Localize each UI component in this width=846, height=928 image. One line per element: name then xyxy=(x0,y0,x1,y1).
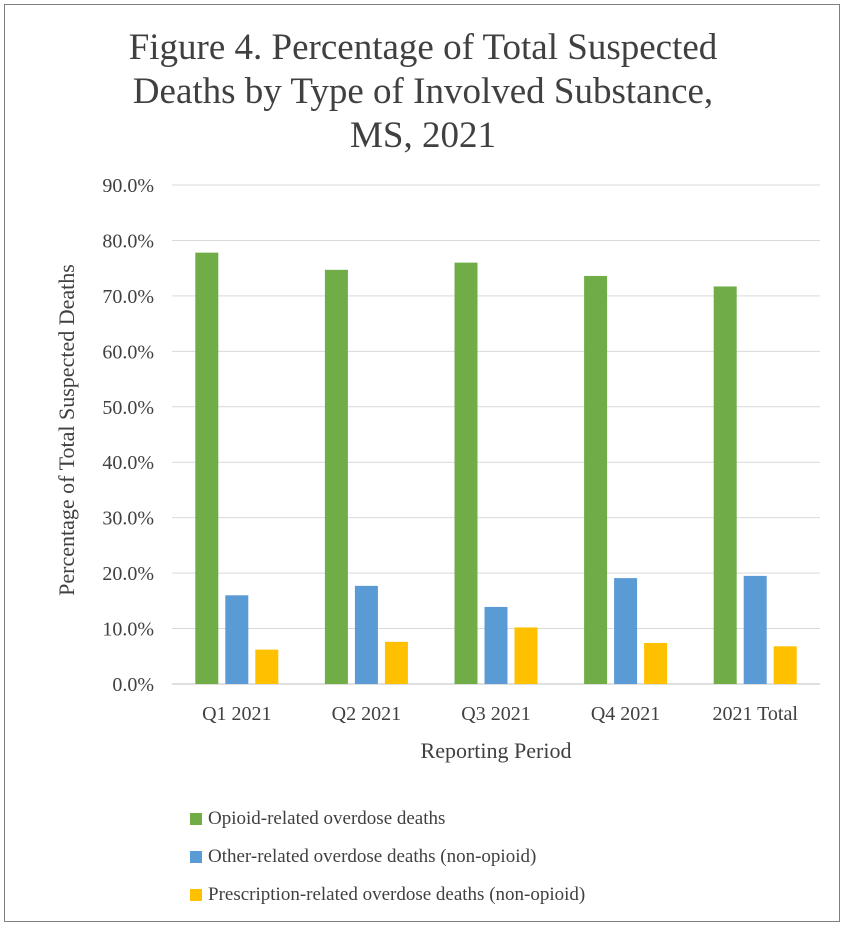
y-tick-label: 40.0% xyxy=(102,452,154,474)
bar-other xyxy=(614,578,638,684)
x-tick-labels: Q1 2021 Q2 2021 Q3 2021 Q4 2021 2021 Total xyxy=(202,703,798,725)
chart-title-line-2: Deaths by Type of Involved Substance, xyxy=(132,71,714,112)
bar-opioid xyxy=(324,269,348,684)
legend-label: Prescription-related overdose deaths (no… xyxy=(208,884,586,905)
y-tick-labels: 0.0% 10.0% 20.0% 30.0% 40.0% 50.0% 60.0% 70.0% 8… xyxy=(102,175,154,696)
legend-swatch xyxy=(190,813,202,825)
legend-item: Other-related overdose deaths (non-opioi… xyxy=(190,838,585,876)
x-tick-label: Q3 2021 xyxy=(461,703,530,725)
bar-prescription xyxy=(255,649,279,684)
legend-swatch xyxy=(190,889,202,901)
legend-label: Opioid-related overdose deaths xyxy=(208,808,446,829)
y-tick-label: 80.0% xyxy=(102,230,154,252)
x-axis-label: Reporting Period xyxy=(421,738,572,763)
y-tick-label: 70.0% xyxy=(102,286,154,308)
bar-opioid xyxy=(584,275,608,684)
x-tick-label: 2021 Total xyxy=(712,703,798,725)
legend-label: Other-related overdose deaths (non-opioi… xyxy=(208,846,537,867)
y-tick-label: 0.0% xyxy=(112,674,154,696)
x-tick-label: Q4 2021 xyxy=(591,703,660,725)
y-tick-label: 30.0% xyxy=(102,508,154,530)
bar-prescription xyxy=(773,646,797,684)
legend: Opioid-related overdose deaths Other-rela… xyxy=(190,800,585,914)
bar-other xyxy=(484,606,508,684)
bar-other xyxy=(743,575,767,684)
bar-opioid xyxy=(713,286,737,684)
bar-other xyxy=(225,595,249,684)
bar-prescription xyxy=(384,641,408,684)
y-axis-label: Percentage of Total Suspected Deaths xyxy=(54,264,79,596)
chart-frame xyxy=(4,4,840,922)
chart-title: Figure 4. Percentage of Total Suspected … xyxy=(0,26,846,158)
y-tick-label: 20.0% xyxy=(102,563,154,585)
legend-swatch xyxy=(190,851,202,863)
y-tick-label: 50.0% xyxy=(102,397,154,419)
bar-prescription xyxy=(514,627,538,684)
bar-opioid xyxy=(195,252,219,685)
bar-prescription xyxy=(644,642,668,684)
chart-title-line-1: Figure 4. Percentage of Total Suspected xyxy=(128,27,718,68)
bar-opioid xyxy=(454,262,478,684)
bars xyxy=(195,252,797,685)
bar-other xyxy=(354,585,378,684)
y-tick-label: 60.0% xyxy=(102,341,154,363)
chart-title-line-3: MS, 2021 xyxy=(350,115,496,156)
legend-item: Opioid-related overdose deaths xyxy=(190,800,585,838)
x-tick-label: Q1 2021 xyxy=(202,703,271,725)
x-tick-label: Q2 2021 xyxy=(332,703,401,725)
y-tick-label: 90.0% xyxy=(102,175,154,197)
y-tick-label: 10.0% xyxy=(102,619,154,641)
legend-item: Prescription-related overdose deaths (no… xyxy=(190,876,585,914)
